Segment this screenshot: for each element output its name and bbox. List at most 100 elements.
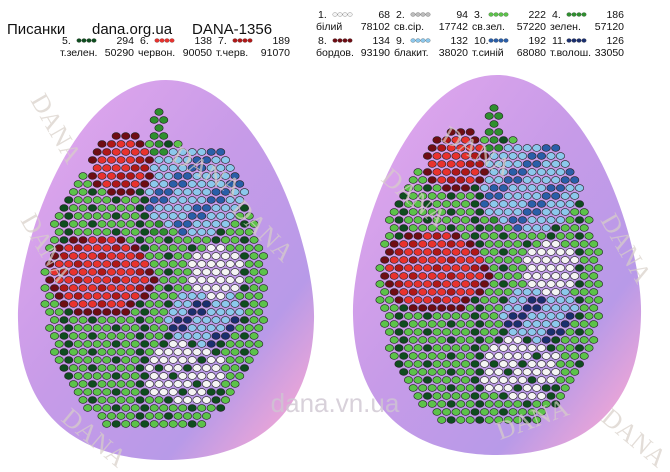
bead [73,180,83,188]
bead [522,208,532,216]
legend-swatch [337,12,343,17]
bead [465,176,475,184]
bead [244,276,254,284]
bead [221,396,231,404]
bead [413,216,423,224]
bead [168,404,178,412]
bead [489,232,499,240]
bead [173,140,183,148]
bead [489,376,499,384]
bead [465,272,475,280]
bead [88,188,98,196]
bead [494,336,504,344]
bead [555,376,565,384]
bead [536,312,546,320]
bead [432,280,442,288]
bead [149,132,159,140]
bead [197,356,207,364]
legend-swatch [410,12,416,17]
bead [126,380,136,388]
legend-swatch [164,38,170,43]
bead [64,212,74,220]
bead [517,200,527,208]
bead [489,312,499,320]
bead [154,284,164,292]
bead [565,344,575,352]
bead [126,268,136,276]
bead [164,220,174,228]
bead [484,192,494,200]
legend-swatch [576,38,582,43]
bead [149,228,159,236]
bead [432,200,442,208]
bead [206,164,216,172]
bead [484,368,494,376]
bead [456,400,466,408]
bead [64,308,74,316]
bead [183,156,193,164]
legend-swatch [332,38,338,43]
bead [470,152,480,160]
bead [164,412,174,420]
bead [584,232,594,240]
bead [399,224,409,232]
bead [427,240,437,248]
bead [183,268,193,276]
bead [494,144,504,152]
bead [178,308,188,316]
bead [230,364,240,372]
legend-number: 9. [396,35,405,47]
bead [135,156,145,164]
bead [565,360,575,368]
bead [135,300,145,308]
bead [240,204,250,212]
bead [168,388,178,396]
bead [413,264,423,272]
bead [560,160,570,168]
bead [88,396,98,404]
bead [88,236,98,244]
bead [446,160,456,168]
bead [197,164,207,172]
bead [389,224,399,232]
bead [211,396,221,404]
bead [111,388,121,396]
bead [121,132,131,140]
bead [59,348,69,356]
bead [522,288,532,296]
bead [130,324,140,332]
bead [140,308,150,316]
bead [244,292,254,300]
legend-number: 7. [218,35,227,47]
bead [484,416,494,424]
legend-swatch [566,38,572,43]
bead [427,384,437,392]
legend-name: бордов. [316,47,354,59]
bead [159,164,169,172]
bead [460,360,470,368]
bead [69,348,79,356]
bead [83,180,93,188]
bead [527,296,537,304]
bead [88,172,98,180]
bead [479,152,489,160]
bead [489,264,499,272]
bead [107,380,117,388]
bead [389,256,399,264]
bead [517,264,527,272]
bead [570,176,580,184]
bead [399,352,409,360]
bead [187,276,197,284]
bead [154,396,164,404]
bead [546,216,556,224]
bead [413,312,423,320]
bead [470,344,480,352]
legend-swatch [337,38,343,43]
bead [92,404,102,412]
bead [159,228,169,236]
bead [565,376,575,384]
bead [221,172,231,180]
bead [579,224,589,232]
bead [498,392,508,400]
bead [59,284,69,292]
